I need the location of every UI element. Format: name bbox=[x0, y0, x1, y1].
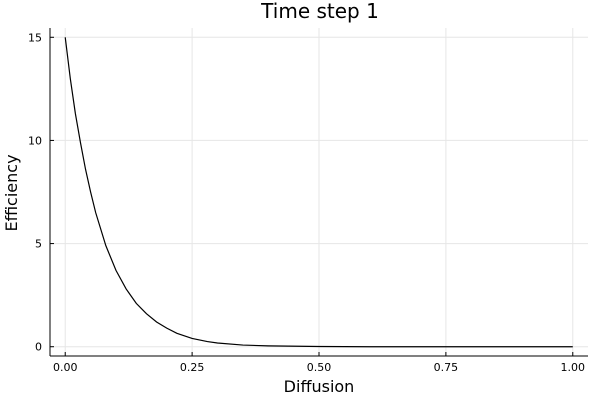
y-tick-label: 15 bbox=[28, 31, 42, 44]
series-layer bbox=[64, 37, 573, 348]
series-line bbox=[64, 37, 573, 348]
y-tick-label: 10 bbox=[28, 134, 42, 147]
x-tick-label: 0.00 bbox=[53, 361, 78, 374]
x-tick-label: 0.25 bbox=[180, 361, 205, 374]
ticks: 0.00 0.25 0.50 0.75 1.00 0 5 10 15 bbox=[28, 31, 585, 374]
y-tick-label: 5 bbox=[35, 238, 42, 251]
x-tick-label: 0.50 bbox=[307, 361, 332, 374]
y-tick-label: 0 bbox=[35, 341, 42, 354]
grid bbox=[50, 28, 588, 356]
x-axis-label: Diffusion bbox=[284, 377, 355, 396]
y-axis-label: Efficiency bbox=[2, 154, 21, 231]
chart-title: Time step 1 bbox=[260, 0, 379, 23]
x-tick-label: 1.00 bbox=[561, 361, 586, 374]
x-tick-label: 0.75 bbox=[434, 361, 459, 374]
